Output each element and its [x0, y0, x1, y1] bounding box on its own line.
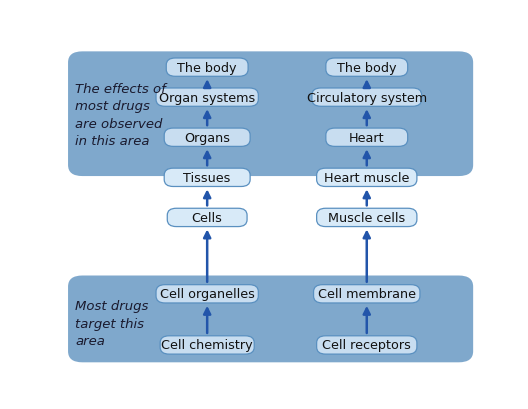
FancyBboxPatch shape	[156, 89, 258, 107]
Text: Circulatory system: Circulatory system	[307, 91, 427, 104]
FancyBboxPatch shape	[164, 129, 250, 147]
Text: Heart muscle: Heart muscle	[324, 171, 409, 184]
FancyBboxPatch shape	[167, 209, 247, 227]
Text: Organs: Organs	[184, 131, 230, 144]
Text: Muscle cells: Muscle cells	[328, 211, 406, 225]
Text: Heart: Heart	[349, 131, 384, 144]
Text: The effects of
most drugs
are observed
in this area: The effects of most drugs are observed i…	[76, 83, 166, 148]
Text: Most drugs
target this
area: Most drugs target this area	[76, 300, 149, 348]
FancyBboxPatch shape	[317, 209, 417, 227]
FancyBboxPatch shape	[68, 276, 473, 362]
FancyBboxPatch shape	[317, 169, 417, 187]
Text: Cell membrane: Cell membrane	[318, 288, 416, 301]
Text: Cells: Cells	[192, 211, 223, 225]
FancyBboxPatch shape	[166, 59, 248, 77]
Text: The body: The body	[337, 61, 397, 74]
Text: Cell chemistry: Cell chemistry	[162, 339, 253, 352]
FancyBboxPatch shape	[160, 336, 254, 354]
FancyBboxPatch shape	[156, 285, 258, 303]
FancyBboxPatch shape	[326, 59, 408, 77]
FancyBboxPatch shape	[326, 129, 408, 147]
FancyBboxPatch shape	[312, 89, 421, 107]
FancyBboxPatch shape	[317, 336, 417, 354]
Text: Cell organelles: Cell organelles	[160, 288, 254, 301]
Text: The body: The body	[177, 61, 237, 74]
Text: Tissues: Tissues	[184, 171, 231, 184]
Text: Organ systems: Organ systems	[159, 91, 256, 104]
FancyBboxPatch shape	[164, 169, 250, 187]
FancyBboxPatch shape	[68, 52, 473, 177]
Text: Cell receptors: Cell receptors	[322, 339, 411, 352]
FancyBboxPatch shape	[314, 285, 420, 303]
